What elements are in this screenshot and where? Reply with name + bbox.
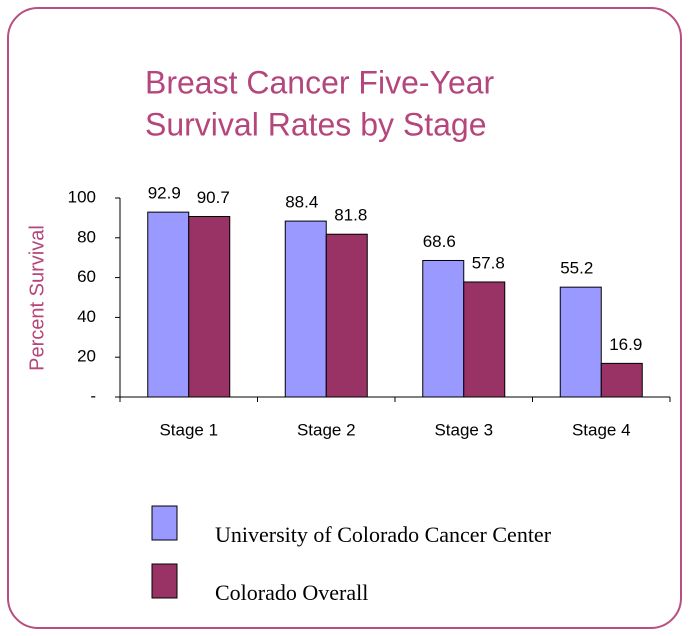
x-tick-label: Stage 3 — [434, 420, 493, 439]
bar — [325, 233, 368, 398]
value-label: 92.9 — [148, 184, 181, 203]
y-tick-label: - — [90, 386, 96, 405]
y-axis-label: Percent Survival — [26, 225, 48, 371]
legend-swatch — [151, 505, 178, 541]
value-label: 90.7 — [197, 188, 230, 207]
bar — [600, 362, 643, 398]
y-tick-label: 20 — [77, 347, 96, 366]
y-tick-label: 80 — [77, 227, 96, 246]
value-label: 55.2 — [560, 259, 593, 278]
y-tick-label: 60 — [77, 267, 96, 286]
bar — [559, 286, 602, 398]
chart-title: Survival Rates by Stage — [145, 106, 487, 142]
legend-label: Colorado Overall — [215, 580, 368, 605]
value-label: 81.8 — [334, 206, 367, 225]
y-tick-label: 40 — [77, 307, 96, 326]
x-tick-label: Stage 2 — [297, 420, 356, 439]
x-tick-label: Stage 1 — [159, 420, 218, 439]
bar — [284, 220, 327, 398]
bar — [188, 216, 231, 398]
bar — [463, 281, 506, 398]
value-label: 88.4 — [285, 193, 318, 212]
legend-label: University of Colorado Cancer Center — [215, 522, 552, 547]
value-label: 57.8 — [472, 253, 505, 272]
value-label: 16.9 — [609, 335, 642, 354]
legend-swatch — [151, 563, 178, 599]
x-tick-label: Stage 4 — [572, 420, 631, 439]
bar — [422, 259, 465, 398]
bar — [147, 211, 190, 398]
value-label: 68.6 — [423, 232, 456, 251]
chart-title: Breast Cancer Five-Year — [145, 64, 495, 100]
y-tick-label: 100 — [68, 187, 96, 206]
